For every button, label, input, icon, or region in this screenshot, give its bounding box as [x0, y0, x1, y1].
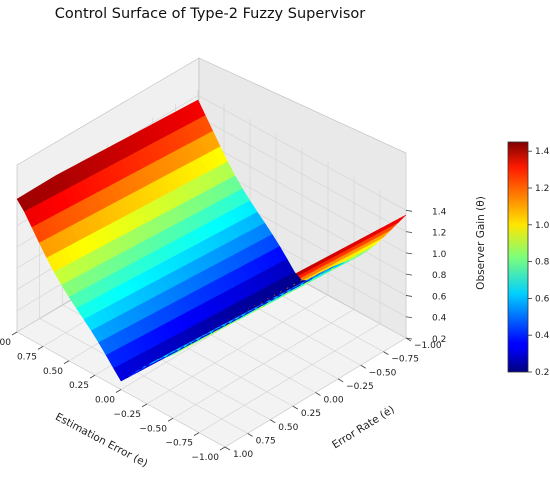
colorbar-tick-label: 0.8 [535, 258, 550, 268]
colorbar-tick-label: 0.2 [535, 368, 549, 378]
z-tick-label: 0.6 [432, 292, 447, 302]
y-tick-mark [361, 365, 366, 368]
x-tick-mark [194, 433, 199, 436]
colorbar [508, 142, 528, 372]
y-tick-label: −0.50 [369, 368, 397, 378]
colorbar-tick-label: 0.4 [535, 331, 550, 341]
y-axis-label: Error Rate (ė) [330, 404, 397, 452]
z-axis-label: Observer Gain (θ) [475, 196, 487, 290]
colorbar-tick-label: 1.2 [535, 184, 549, 194]
x-tick-label: −0.25 [113, 410, 141, 420]
y-tick-label: 0.75 [256, 436, 276, 446]
z-tick-label: 0.8 [432, 271, 447, 281]
colorbar-tick-label: 1.0 [535, 221, 550, 231]
x-tick-mark [220, 447, 225, 450]
z-tick-mark [406, 210, 412, 211]
x-tick-mark [12, 332, 17, 335]
x-tick-mark [64, 361, 69, 364]
y-tick-mark [248, 433, 253, 436]
z-tick-mark [406, 253, 412, 254]
y-tick-label: 1.00 [233, 450, 253, 460]
colorbar-tick-label: 1.4 [535, 147, 550, 157]
chart-title: Control Surface of Type-2 Fuzzy Supervis… [55, 6, 365, 22]
y-tick-label: −0.25 [346, 382, 374, 392]
x-tick-label: −0.75 [165, 439, 193, 449]
z-tick-mark [406, 274, 412, 275]
x-tick-mark [116, 390, 121, 393]
z-tick-mark [406, 232, 412, 233]
z-tick-label: 1.0 [432, 250, 447, 260]
x-tick-mark [142, 404, 147, 407]
x-tick-mark [168, 418, 173, 421]
y-tick-label: 0.00 [324, 396, 344, 406]
z-tick-label: 0.2 [432, 335, 446, 345]
x-tick-label: 0.50 [43, 367, 63, 377]
x-tick-label: 0.25 [69, 381, 89, 391]
colorbar-ticks: 0.2 0.4 0.6 0.8 1.0 1.2 1.4 [528, 147, 550, 378]
x-tick-label: −1.00 [191, 453, 219, 463]
y-tick-mark [225, 447, 230, 450]
y-tick-label: 0.25 [301, 409, 321, 419]
z-tick-label: 0.4 [432, 314, 447, 324]
z-tick-label: 1.2 [432, 229, 446, 239]
y-tick-mark [293, 406, 298, 409]
x-tick-mark [90, 375, 95, 378]
x-tick-label: 0.00 [95, 396, 115, 406]
y-tick-mark [383, 352, 388, 355]
x-tick-label: 1.00 [0, 338, 11, 348]
x-tick-label: −0.50 [139, 424, 167, 434]
z-tick-mark [406, 317, 412, 318]
y-tick-mark [270, 420, 275, 423]
y-tick-label: 0.50 [278, 423, 298, 433]
y-tick-mark [338, 379, 343, 382]
y-tick-mark [316, 393, 321, 396]
colorbar-tick-label: 0.6 [535, 294, 550, 304]
x-tick-mark [38, 346, 43, 349]
y-tick-label: −0.75 [391, 355, 419, 365]
z-tick-label: 1.4 [432, 207, 447, 217]
x-tick-label: 0.75 [17, 352, 37, 362]
z-tick-mark [406, 295, 412, 296]
